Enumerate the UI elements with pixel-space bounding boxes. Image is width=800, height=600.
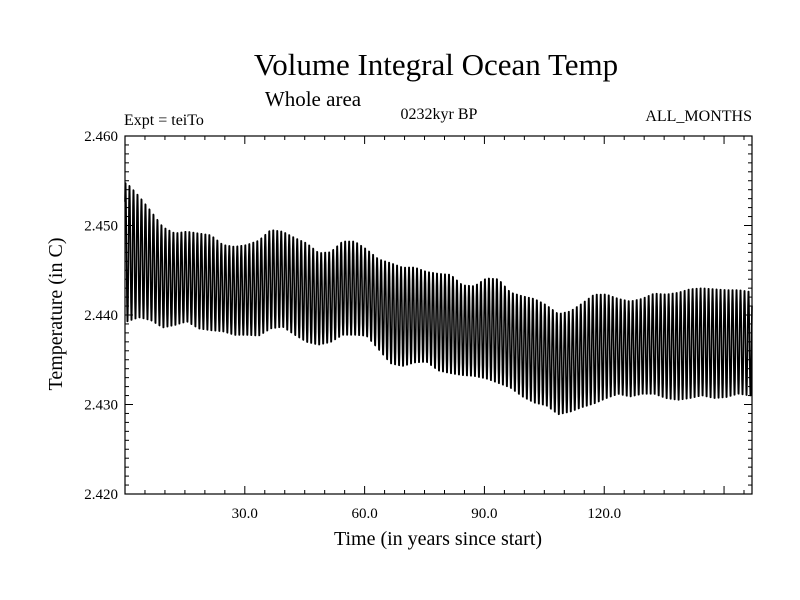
y-tick-labels: 2.420 2.430 2.440 2.450 2.460: [84, 129, 118, 503]
series-line: [124, 182, 753, 416]
x-tick-label: 120.0: [587, 506, 621, 522]
expt-label: Expt = teiTo: [124, 112, 204, 129]
x-tick-label: 30.0: [232, 506, 258, 522]
y-tick-label: 2.440: [84, 308, 118, 324]
y-axis-label: Temperature (in C): [45, 238, 67, 391]
plot-frame: [124, 135, 753, 495]
x-tick-label: 60.0: [351, 506, 377, 522]
x-tick-label: 90.0: [471, 506, 497, 522]
x-tick-labels: 30.0 60.0 90.0 120.0: [232, 506, 621, 522]
x-axis-label: Time (in years since start): [334, 528, 542, 550]
chart-subtitle: Whole area: [265, 87, 362, 111]
plot-area: [124, 182, 753, 416]
y-tick-label: 2.460: [84, 129, 118, 145]
y-tick-label: 2.420: [84, 487, 118, 503]
chart-title: Volume Integral Ocean Temp: [254, 47, 618, 82]
y-tick-label: 2.430: [84, 398, 118, 414]
y-tick-label: 2.450: [84, 219, 118, 235]
months-label: ALL_MONTHS: [645, 108, 752, 125]
period-label: 0232kyr BP: [401, 106, 478, 123]
